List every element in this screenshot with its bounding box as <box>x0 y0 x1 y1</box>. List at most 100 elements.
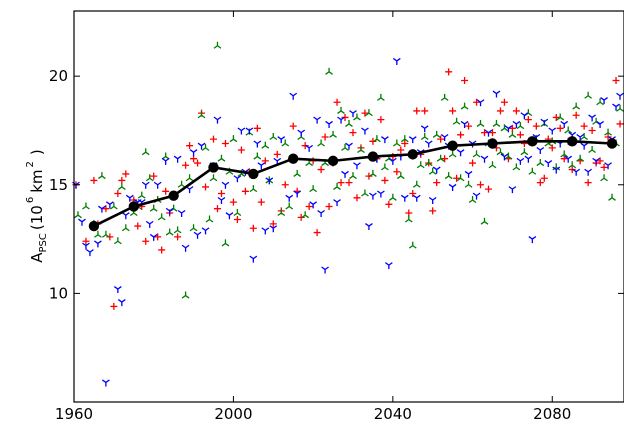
scatter-point <box>528 236 537 244</box>
scatter-point <box>285 202 294 210</box>
scatter-point <box>544 160 553 168</box>
scatter-point <box>269 220 277 228</box>
scatter-point <box>400 194 409 202</box>
scatter-point <box>420 132 429 141</box>
y-label-exponent: 6 <box>25 197 36 203</box>
scatter-point <box>448 150 457 158</box>
scatter-point <box>177 180 186 188</box>
scatter-point <box>480 217 489 225</box>
scatter-point <box>596 157 604 165</box>
scatter-point <box>604 133 612 141</box>
scatter-point <box>269 225 278 233</box>
scatter-point <box>540 118 549 126</box>
scatter-point <box>496 107 504 115</box>
scatter-point <box>82 202 90 210</box>
scatter-point <box>516 157 525 165</box>
y-label-unit: km <box>28 169 46 192</box>
y-label-subscript: PSC <box>38 233 49 252</box>
scatter-point <box>500 124 509 132</box>
scatter-point <box>484 185 492 193</box>
scatter-point <box>528 167 537 175</box>
scatter-point <box>408 136 417 144</box>
scatter-point <box>205 215 214 223</box>
scatter-point <box>345 179 353 187</box>
scatter-point <box>560 155 568 163</box>
scatter-point <box>317 166 325 174</box>
scatter-point <box>568 166 576 174</box>
scatter-point <box>177 209 186 218</box>
scatter-point <box>185 174 194 182</box>
scatter-point <box>512 163 521 171</box>
scatter-point <box>576 133 585 141</box>
scatter-point <box>237 127 246 135</box>
scatter-point <box>588 126 596 134</box>
y-label-main: A <box>28 252 46 263</box>
scatter-point <box>181 291 190 299</box>
scatter-point <box>82 237 90 245</box>
scatter-point <box>150 172 158 180</box>
scatter-point <box>381 176 389 184</box>
scatter-point <box>560 150 569 158</box>
scatter-point <box>428 167 437 175</box>
scatter-point <box>504 125 513 133</box>
scatter-point <box>409 189 417 197</box>
scatter-point <box>122 170 130 178</box>
scatter-point <box>404 215 413 223</box>
scatter-point <box>253 124 261 132</box>
scatter-point <box>397 146 405 154</box>
mean-point <box>288 153 299 164</box>
scatter-point <box>121 212 130 220</box>
scatter-point <box>102 379 110 387</box>
scatter-point <box>193 231 202 239</box>
scatter-point <box>293 169 302 177</box>
scatter-point <box>141 148 150 156</box>
scatter-point <box>202 183 210 191</box>
scatter-point <box>125 194 134 202</box>
scatter-point <box>520 112 529 120</box>
scatter-point <box>102 230 110 238</box>
scatter-point <box>488 161 497 169</box>
mean-point <box>248 168 259 180</box>
scatter-point <box>217 196 226 204</box>
scatter-point <box>477 181 485 189</box>
mean-point <box>606 138 618 149</box>
scatter-point <box>341 143 349 151</box>
scatter-point <box>568 161 577 169</box>
scatter-point <box>257 162 266 170</box>
scatter-point <box>337 179 345 187</box>
scatter-point <box>369 169 377 177</box>
mean-point <box>407 149 418 160</box>
scatter-point <box>189 224 198 232</box>
scatter-point <box>469 159 477 167</box>
scatter-point <box>261 157 269 165</box>
scatter-point <box>181 244 190 252</box>
scatter-point <box>261 227 270 235</box>
scatter-point <box>221 239 230 247</box>
scatter-point <box>361 127 369 135</box>
scatter-point <box>301 142 309 150</box>
scatter-point <box>289 92 298 100</box>
scatter-point <box>209 135 217 143</box>
scatter-point <box>540 174 548 182</box>
scatter-point <box>377 190 385 198</box>
scatter-point <box>82 242 90 250</box>
scatter-point <box>162 187 170 195</box>
scatter-point <box>612 103 620 111</box>
x-tick-label: 2080 <box>533 405 571 422</box>
scatter-point <box>385 200 393 208</box>
scatter-point <box>145 220 154 228</box>
scatter-point <box>110 302 118 310</box>
scatter-point <box>588 114 596 122</box>
scatter-point <box>245 127 254 135</box>
scatter-point <box>277 136 286 144</box>
scatter-point <box>78 218 86 226</box>
mean-point <box>168 190 179 201</box>
scatter-point <box>512 107 520 115</box>
y-label-close: ) <box>28 149 46 155</box>
scatter-point <box>273 150 281 158</box>
scatter-point <box>432 130 441 138</box>
scatter-point <box>98 205 106 213</box>
scatter-point <box>233 216 241 224</box>
scatter-point <box>484 129 493 137</box>
scatter-point <box>325 67 333 75</box>
